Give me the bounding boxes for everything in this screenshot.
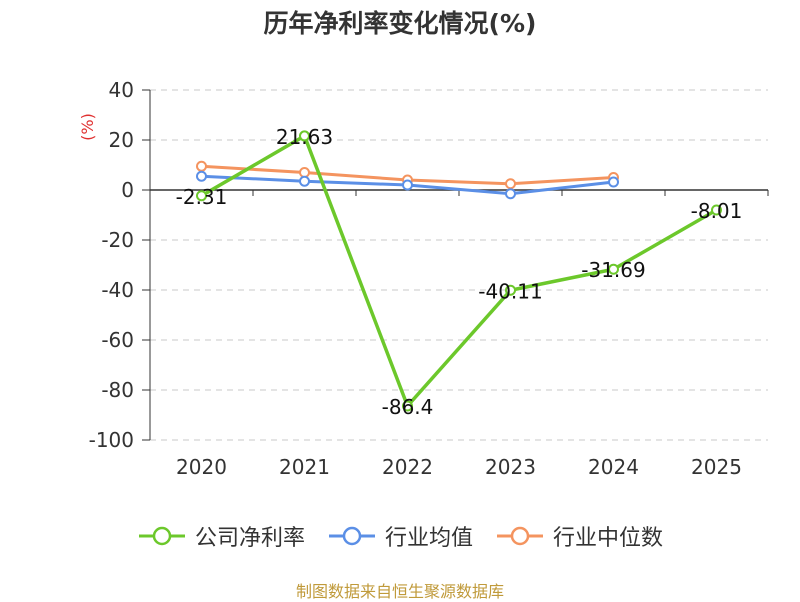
grid-lines [150,89,768,441]
legend-item[interactable]: 行业均值 [327,520,473,552]
legend-item[interactable]: 公司净利率 [137,520,305,552]
x-tick-label: 2022 [382,455,433,479]
legend-label: 行业均值 [384,526,473,551]
x-tick-label: 2025 [691,455,742,479]
x-tick-label: 2024 [588,455,639,479]
y-tick-label: -60 [101,328,134,352]
data-point [608,176,619,188]
series-lines [196,130,722,412]
data-point [505,178,516,190]
y-tick-label: -80 [101,378,134,402]
y-tick-label: -100 [89,428,134,452]
source-note: 制图数据来自恒生聚源数据库 [295,582,504,601]
legend-label: 公司净利率 [194,526,305,551]
data-point [196,160,207,172]
data-label: 21.63 [276,125,333,149]
x-tick-label: 2021 [279,455,330,479]
axes: 40 20 0 -20 -40 -60 -80 -100 2020 2021 2022 2023 202… [78,78,769,479]
y-tick-label: -20 [101,228,134,252]
y-tick-label: 20 [109,128,134,152]
data-point [196,170,207,182]
y-tick-label: 40 [109,78,134,102]
y-tick-label: 0 [121,178,134,202]
data-label: -8.01 [691,199,743,223]
data-point [299,130,310,142]
legend-item[interactable]: 行业中位数 [495,520,663,552]
data-point [196,190,207,202]
y-tick-label: -40 [101,278,134,302]
x-tick-label: 2023 [485,455,536,479]
legend: 公司净利率 行业均值 行业中位数 [0,520,800,552]
data-label: -2.31 [176,185,228,209]
data-label: -86.4 [382,395,434,419]
data-point [608,263,619,275]
series-line [200,134,718,408]
x-tick-label: 2020 [176,455,227,479]
legend-swatch [328,526,375,546]
data-point [711,204,722,216]
chart-title: 历年净利率变化情况(%) [263,9,537,38]
data-point [299,167,310,178]
legend-label: 行业中位数 [553,526,664,551]
legend-swatch [497,526,543,546]
data-point [402,400,413,412]
data-point [505,188,516,200]
data-label: -31.69 [581,258,645,282]
legend-swatch [138,526,185,546]
data-labels: -2.31 21.63 -86.4 -40.11 -31.69 -8.01 [176,125,743,419]
data-label: -40.11 [478,279,542,303]
y-unit-label: (%) [78,113,97,141]
data-point [505,284,516,296]
data-point [402,179,413,191]
data-point [299,175,310,187]
